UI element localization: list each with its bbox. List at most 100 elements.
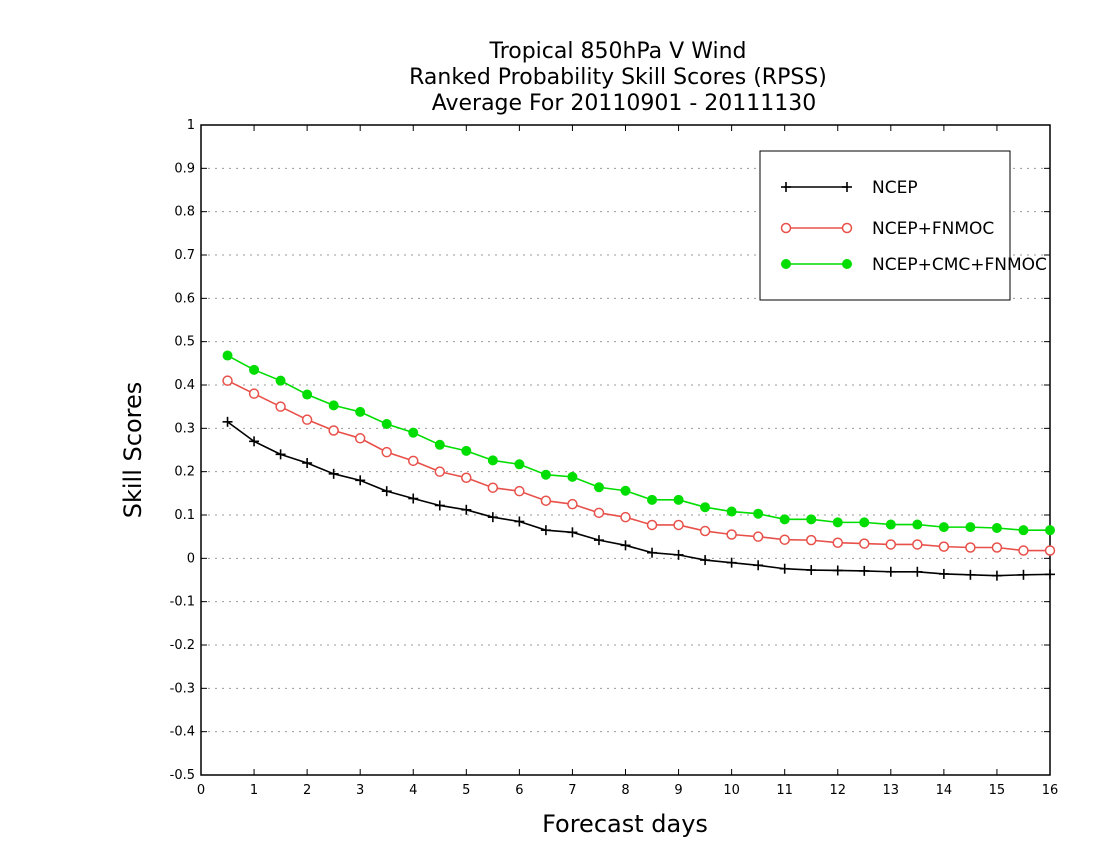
data-point (726, 557, 737, 568)
x-tick-label: 4 (409, 783, 417, 798)
data-point (912, 566, 923, 577)
y-tick-label: 0.5 (174, 335, 195, 350)
legend-entry: NCEP+CMC+FNMOC (781, 255, 1047, 275)
data-point (859, 517, 870, 528)
data-point (275, 449, 286, 460)
data-point (779, 563, 790, 574)
data-point (249, 364, 260, 375)
legend-label: NCEP+FNMOC (872, 219, 994, 239)
data-point (938, 541, 950, 552)
data-point (567, 527, 578, 538)
x-tick-label: 15 (989, 783, 1006, 798)
data-point (328, 400, 339, 411)
data-point (912, 519, 923, 530)
data-point (1044, 545, 1056, 556)
data-point (699, 525, 711, 537)
data-point (302, 458, 313, 468)
x-tick-label: 16 (1042, 783, 1059, 798)
legend-box (759, 150, 1011, 301)
data-point (461, 472, 472, 483)
data-point (885, 519, 896, 530)
data-point (1045, 525, 1055, 536)
data-point (965, 522, 976, 533)
data-point (1018, 545, 1029, 556)
data-point (434, 466, 446, 477)
data-point (301, 414, 313, 425)
data-point (408, 455, 419, 467)
data-point (434, 439, 445, 450)
data-point (673, 519, 684, 531)
series-layer (222, 350, 1056, 581)
x-tick-label: 14 (936, 783, 953, 798)
data-point (275, 375, 286, 386)
y-axis-ticks: -0.5 -0.4 -0.3 -0.2 -0.1 0 0.1 0.2 0.3 0.4 0.5 0.6 0… (170, 118, 1050, 783)
data-point (222, 416, 233, 427)
y-tick-label: -0.3 (170, 681, 195, 696)
data-point (1018, 569, 1029, 580)
x-tick-label: 12 (829, 783, 846, 798)
chart-title-line-1: Tropical 850hPa V Wind (488, 39, 746, 64)
data-point (885, 539, 897, 550)
y-tick-label: 0.3 (174, 421, 195, 436)
legend: NCEP NCEP+FNMOC NCEP+CMC+FNMOC (759, 150, 1047, 301)
data-point (381, 446, 392, 458)
data-point (938, 568, 949, 579)
data-point (620, 485, 631, 496)
data-point (647, 494, 658, 505)
data-point (938, 522, 949, 533)
data-point (434, 500, 445, 511)
x-tick-label: 6 (515, 783, 523, 798)
data-point (805, 534, 817, 546)
data-point (222, 375, 233, 386)
data-point (647, 547, 658, 558)
y-tick-label: -0.2 (170, 638, 195, 653)
data-point (461, 504, 472, 515)
x-tick-label: 13 (883, 783, 900, 798)
legend-label: NCEP+CMC+FNMOC (872, 255, 1047, 275)
data-point (355, 475, 366, 486)
data-point (620, 540, 631, 551)
x-tick-label: 8 (621, 783, 629, 798)
legend-marker-start (781, 182, 791, 192)
data-point (381, 486, 392, 497)
data-point (593, 535, 604, 546)
data-point (593, 482, 604, 493)
x-tick-label: 5 (462, 783, 470, 798)
data-point (700, 502, 711, 513)
data-point (408, 493, 419, 504)
data-point (700, 555, 711, 566)
data-point (753, 560, 764, 571)
data-point (593, 507, 605, 519)
data-point (328, 425, 339, 436)
data-point (726, 506, 737, 517)
data-point (991, 542, 1003, 553)
data-point (912, 539, 923, 550)
x-tick-label: 0 (197, 783, 205, 798)
data-point (779, 514, 790, 525)
legend-marker-start (781, 259, 791, 269)
y-tick-label: 0.7 (174, 248, 195, 263)
data-point (832, 517, 843, 528)
data-point (752, 531, 764, 542)
data-point (487, 512, 498, 523)
data-point (567, 498, 578, 510)
legend-marker-end (842, 182, 852, 192)
data-point (487, 482, 499, 493)
data-point (885, 566, 896, 577)
data-point (646, 519, 658, 531)
data-point (381, 419, 392, 429)
data-point (673, 494, 684, 505)
y-tick-label: 0 (187, 551, 195, 566)
x-tick-label: 10 (723, 783, 740, 798)
data-point (753, 508, 764, 519)
y-axis-label: Skill Scores (119, 382, 147, 519)
y-tick-label: 0.1 (174, 508, 195, 523)
data-point (540, 525, 551, 536)
y-tick-label: 0.9 (174, 161, 195, 176)
y-tick-label: 1 (187, 118, 195, 133)
y-tick-label: 0.6 (174, 291, 195, 306)
data-point (779, 534, 790, 545)
data-point (991, 523, 1002, 533)
y-tick-label: -0.5 (170, 768, 195, 783)
